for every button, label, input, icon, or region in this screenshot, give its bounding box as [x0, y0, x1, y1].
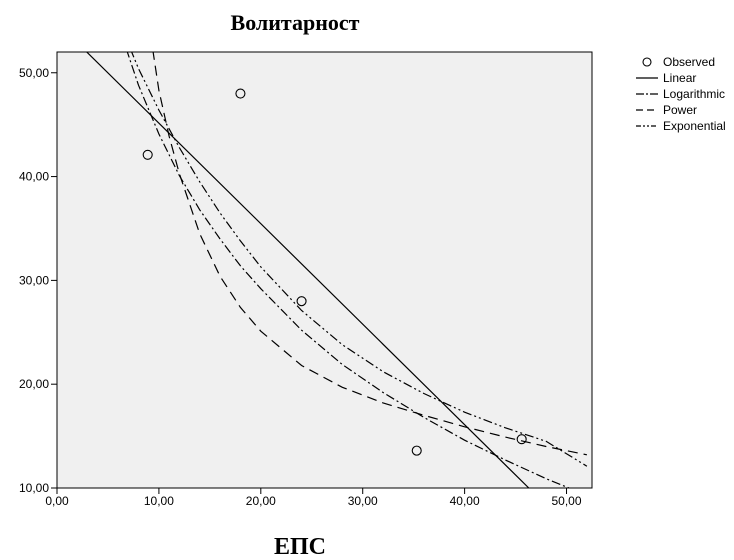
- observed-point: [142, 149, 153, 160]
- x-tick-label: 40,00: [450, 494, 480, 508]
- y-tick-label: 30,00: [19, 273, 49, 287]
- x-tick-label: 30,00: [348, 494, 378, 508]
- legend-item-exponential: Exponential: [636, 119, 726, 133]
- observed-point: [296, 296, 307, 307]
- y-tick-label: 40,00: [19, 170, 49, 184]
- x-tick-label: 50,00: [552, 494, 582, 508]
- y-tick-label: 20,00: [19, 377, 49, 391]
- series-layer: [85, 52, 588, 488]
- series-line-linear: [85, 52, 530, 488]
- observed-point: [235, 88, 246, 99]
- chart-title: Волитарност: [231, 10, 360, 35]
- x-tick-label: 10,00: [144, 494, 174, 508]
- x-tick-label: 0,00: [45, 494, 69, 508]
- plot-area: [56, 51, 593, 489]
- series-line-logarithmic: [126, 52, 571, 488]
- series-line-exponential: [131, 52, 588, 467]
- x-axis: 0,00 10,00 20,00 30,00 40,00 50,00: [45, 488, 582, 508]
- legend-marker-circle: [642, 57, 652, 67]
- legend-item-logarithmic: Logarithmic: [636, 87, 725, 101]
- legend-label: Observed: [663, 55, 715, 69]
- legend: Observed Linear Logarithmic Power Exponentia…: [636, 55, 726, 133]
- y-tick-label: 50,00: [19, 66, 49, 80]
- y-tick-label: 10,00: [19, 481, 49, 495]
- legend-label: Logarithmic: [663, 87, 725, 101]
- legend-item-observed: Observed: [642, 55, 715, 69]
- legend-label: Exponential: [663, 119, 726, 133]
- x-axis-label: ЕПС: [274, 534, 326, 560]
- legend-label: Power: [663, 103, 697, 117]
- legend-item-power: Power: [636, 103, 697, 117]
- observed-point: [516, 434, 527, 445]
- observed-point: [411, 445, 422, 456]
- y-axis: 10,00 20,00 30,00 40,00 50,00: [19, 66, 57, 495]
- legend-item-linear: Linear: [636, 71, 696, 85]
- x-tick-label: 20,00: [246, 494, 276, 508]
- legend-label: Linear: [663, 71, 696, 85]
